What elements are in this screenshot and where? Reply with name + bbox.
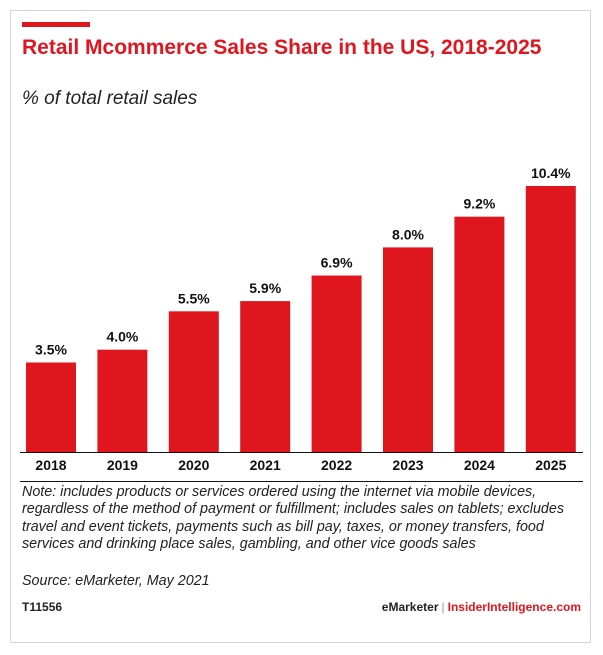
accent-bar [22,22,90,27]
value-label-2020: 5.5% [178,290,210,306]
chart-note: Note: includes products or services orde… [22,484,564,552]
chart-frame [10,10,591,643]
value-label-2022: 6.9% [321,255,353,271]
x-tick-2018: 2018 [35,457,66,473]
x-tick-2023: 2023 [392,457,423,473]
value-label-2023: 8.0% [392,226,424,242]
chart-source: Source: eMarketer, May 2021 [22,573,210,589]
bar-2019 [97,349,148,452]
brand-separator: | [441,600,445,614]
value-label-2019: 4.0% [106,329,138,345]
brand-credit: eMarketer | InsiderIntelligence.com [382,600,581,614]
bar-2022 [311,275,362,452]
x-tick-2025: 2025 [535,457,566,473]
bar-2021 [240,301,291,452]
brand-insiderintelligence: InsiderIntelligence.com [447,600,581,614]
bar-2025 [525,186,576,452]
bar-2020 [168,311,219,452]
value-label-2024: 9.2% [463,196,495,212]
x-tick-2022: 2022 [321,457,352,473]
x-tick-2021: 2021 [250,457,281,473]
x-tick-2019: 2019 [107,457,138,473]
chart-subtitle: % of total retail sales [22,88,198,109]
bar-2024 [454,216,505,452]
bar-2018 [26,362,76,452]
x-tick-2024: 2024 [464,457,495,473]
x-tick-2020: 2020 [178,457,209,473]
value-label-2021: 5.9% [249,280,281,296]
chart-title: Retail Mcommerce Sales Share in the US, … [22,36,542,59]
chart-id: T11556 [22,600,63,614]
value-label-2018: 3.5% [35,341,67,357]
value-label-2025: 10.4% [531,165,571,181]
brand-emarketer: eMarketer [381,600,439,614]
bar-2023 [383,247,433,452]
